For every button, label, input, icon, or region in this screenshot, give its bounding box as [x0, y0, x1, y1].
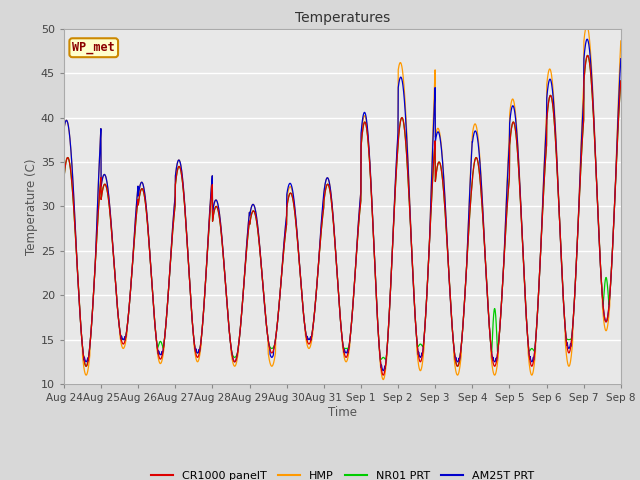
- AM25T PRT: [60, 126, 68, 132]
- AM25T PRT: [216, 209, 223, 215]
- NR01 PRT: [83, 363, 90, 369]
- Line: AM25T PRT: AM25T PRT: [64, 39, 621, 371]
- Line: CR1000 panelT: CR1000 panelT: [64, 56, 621, 375]
- NR01 PRT: [504, 187, 512, 192]
- HMP: [583, 23, 591, 28]
- NR01 PRT: [617, 78, 625, 84]
- Text: WP_met: WP_met: [72, 41, 115, 54]
- AM25T PRT: [504, 158, 512, 164]
- CR1000 panelT: [358, 130, 366, 135]
- CR1000 panelT: [568, 335, 575, 340]
- AM25T PRT: [584, 36, 591, 42]
- CR1000 panelT: [380, 372, 387, 378]
- NR01 PRT: [60, 175, 68, 180]
- HMP: [371, 256, 378, 262]
- Y-axis label: Temperature (C): Temperature (C): [25, 158, 38, 255]
- AM25T PRT: [584, 36, 591, 42]
- NR01 PRT: [584, 53, 591, 59]
- Legend: CR1000 panelT, HMP, NR01 PRT, AM25T PRT: CR1000 panelT, HMP, NR01 PRT, AM25T PRT: [146, 466, 539, 480]
- Line: HMP: HMP: [64, 25, 621, 380]
- NR01 PRT: [359, 128, 367, 133]
- NR01 PRT: [584, 53, 591, 59]
- AM25T PRT: [371, 256, 378, 262]
- HMP: [358, 121, 366, 127]
- NR01 PRT: [216, 216, 223, 221]
- NR01 PRT: [568, 335, 575, 340]
- CR1000 panelT: [216, 214, 223, 219]
- CR1000 panelT: [617, 78, 625, 84]
- HMP: [504, 151, 512, 156]
- Title: Temperatures: Temperatures: [295, 11, 390, 25]
- AM25T PRT: [380, 368, 387, 373]
- HMP: [216, 209, 223, 215]
- NR01 PRT: [371, 262, 379, 268]
- X-axis label: Time: Time: [328, 406, 357, 419]
- Line: NR01 PRT: NR01 PRT: [64, 56, 621, 366]
- HMP: [568, 348, 575, 354]
- CR1000 panelT: [504, 187, 512, 192]
- CR1000 panelT: [584, 53, 591, 59]
- CR1000 panelT: [584, 53, 591, 59]
- HMP: [60, 126, 68, 132]
- HMP: [617, 38, 625, 44]
- CR1000 panelT: [371, 256, 378, 262]
- HMP: [584, 24, 591, 30]
- AM25T PRT: [568, 335, 575, 340]
- AM25T PRT: [358, 118, 366, 123]
- AM25T PRT: [617, 56, 625, 61]
- HMP: [380, 377, 387, 383]
- CR1000 panelT: [60, 175, 68, 180]
